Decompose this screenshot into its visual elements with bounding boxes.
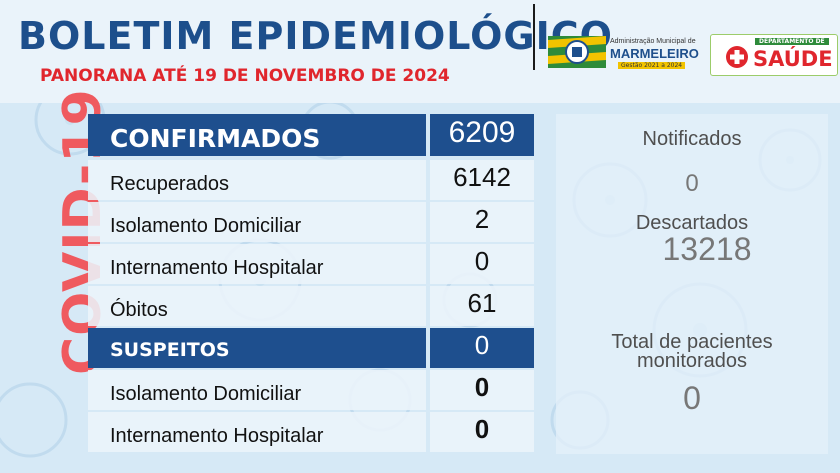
municipality-line1: Administração Municipal de bbox=[610, 38, 696, 45]
row-suspects: SUSPEITOS 0 bbox=[88, 328, 534, 368]
notified-label: Notificados bbox=[642, 128, 742, 150]
suspect-home-isolation-label: Isolamento Domiciliar bbox=[110, 383, 302, 405]
row-suspect-hospitalized: Internamento Hospitalar 0 bbox=[88, 412, 534, 452]
home-isolation-label: Isolamento Domiciliar bbox=[110, 215, 302, 237]
health-department-logo: DEPARTAMENTO DE SAÚDE bbox=[710, 34, 838, 76]
row-hospitalized: Internamento Hospitalar 0 bbox=[88, 244, 534, 284]
municipality-name: MARMELEIRO bbox=[610, 46, 699, 61]
header-bar bbox=[0, 0, 840, 103]
row-recovered: Recuperados 6142 bbox=[88, 160, 534, 200]
municipality-term: Gestão 2021 a 2024 bbox=[618, 62, 686, 69]
hospitalized-value: 0 bbox=[474, 246, 490, 276]
health-line1: DEPARTAMENTO DE bbox=[755, 38, 829, 45]
monitored-label-line2: monitorados bbox=[636, 350, 748, 372]
monitored-value: 0 bbox=[683, 380, 701, 416]
suspects-value: 0 bbox=[474, 330, 490, 360]
municipality-logo: Administração Municipal de MARMELEIRO Ge… bbox=[548, 34, 699, 70]
suspect-hospitalized-label: Internamento Hospitalar bbox=[110, 425, 324, 447]
header-divider bbox=[533, 4, 535, 70]
row-deaths: Óbitos 61 bbox=[88, 286, 534, 326]
discarded-value: 13218 bbox=[662, 231, 752, 267]
hospitalized-label: Internamento Hospitalar bbox=[110, 257, 324, 279]
row-home-isolation: Isolamento Domiciliar 2 bbox=[88, 202, 534, 242]
confirmed-value: 6209 bbox=[448, 116, 516, 149]
monitored-label-line1: Total de pacientes bbox=[611, 331, 773, 353]
summary-panel bbox=[556, 114, 828, 454]
deaths-label: Óbitos bbox=[110, 299, 168, 321]
recovered-value: 6142 bbox=[453, 162, 511, 192]
suspects-label: SUSPEITOS bbox=[110, 339, 230, 361]
page-subtitle: PANORANA ATÉ 19 DE NOVEMBRO DE 2024 bbox=[40, 66, 450, 86]
recovered-label: Recuperados bbox=[110, 173, 229, 195]
row-suspect-home-isolation: Isolamento Domiciliar 0 bbox=[88, 370, 534, 410]
row-confirmed: CONFIRMADOS 6209 bbox=[88, 114, 534, 156]
suspect-home-isolation-value: 0 bbox=[474, 372, 490, 402]
red-cross-icon bbox=[726, 46, 748, 68]
discarded-label: Descartados bbox=[635, 212, 749, 234]
deaths-value: 61 bbox=[467, 288, 497, 318]
suspect-hospitalized-value: 0 bbox=[474, 414, 490, 444]
health-name: SAÚDE bbox=[753, 47, 833, 71]
notified-value: 0 bbox=[685, 170, 699, 197]
confirmed-label: CONFIRMADOS bbox=[110, 124, 321, 153]
page-title: BOLETIM EPIDEMIOLÓGICO bbox=[18, 14, 613, 58]
municipality-crest-icon bbox=[548, 36, 606, 68]
home-isolation-value: 2 bbox=[474, 204, 490, 234]
